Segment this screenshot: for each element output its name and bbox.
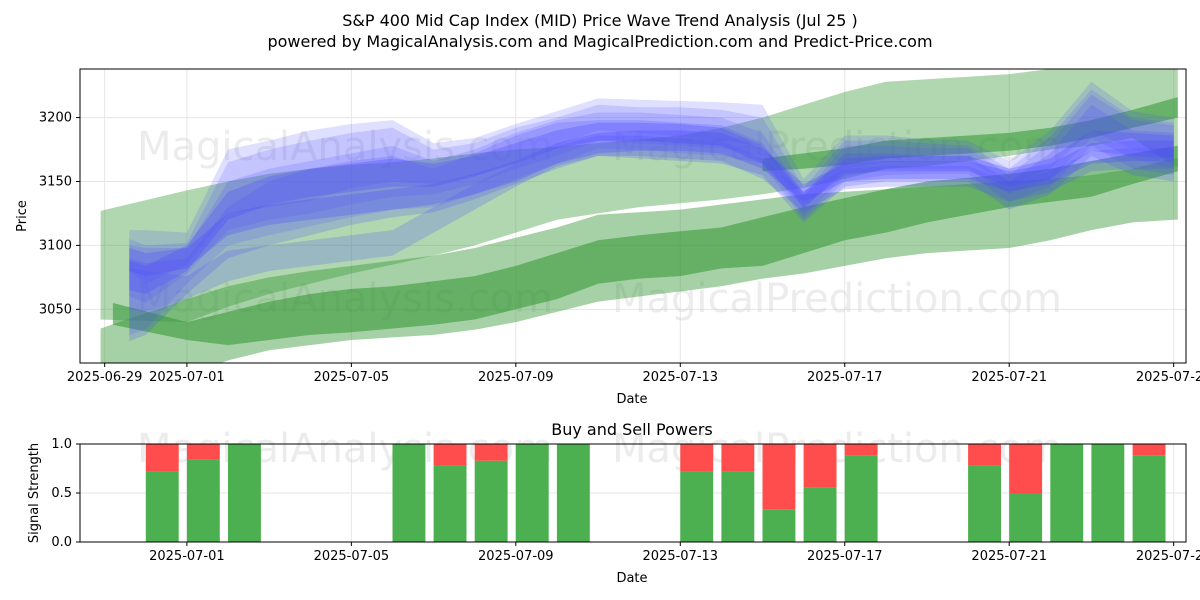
blue-wave-band [129, 122, 1174, 294]
price-y-ticks: 3050 3100 3150 3200 [39, 111, 80, 317]
blue-wave-band [129, 130, 1174, 277]
signal-x-tick-label: 2025-07-17 [807, 549, 883, 564]
signal-x-tick-label: 2025-07-21 [971, 549, 1047, 564]
signal-x-tick-label: 2025-07-13 [643, 549, 719, 564]
price-y-tick-label: 3050 [39, 302, 72, 317]
signal-x-axis-label: Date [616, 571, 647, 586]
sell-power-bar [433, 444, 467, 466]
signal-panel: Buy and Sell Powers MagicalAnalysis.com … [27, 420, 1200, 586]
sell-power-bar [1009, 444, 1043, 493]
sell-power-bar [968, 444, 1001, 466]
price-y-tick-label: 3200 [39, 111, 72, 126]
price-x-tick-label: 2025-07-09 [478, 370, 554, 385]
watermark-prediction-mid: MagicalPrediction.com [612, 276, 1062, 322]
price-x-tick-label: 2025-07-01 [149, 370, 225, 385]
buy-power-bar [186, 459, 220, 542]
signal-x-tick-label: 2025-07-01 [149, 549, 225, 564]
signal-y-ticks: 0.0 0.5 1.0 [51, 437, 80, 550]
buy-power-bar [1050, 444, 1084, 542]
buy-power-bar [474, 460, 508, 542]
price-x-tick-label: 2025-07-25 [1136, 370, 1200, 385]
green-trend-band [762, 97, 1178, 172]
sell-power-bar [474, 444, 508, 461]
buy-power-bar [844, 455, 878, 542]
signal-y-tick-label: 0.0 [51, 535, 72, 550]
buy-power-bar [721, 471, 755, 542]
chart-title-line2: powered by MagicalAnalysis.com and Magic… [267, 32, 932, 51]
price-x-tick-label: 2025-07-17 [807, 370, 883, 385]
signal-y-axis-label: Signal Strength [27, 443, 42, 543]
blue-wave-band [129, 135, 1174, 312]
price-y-tick-label: 3100 [39, 238, 72, 253]
sell-power-bar [844, 444, 878, 456]
sell-power-bar [762, 444, 796, 510]
price-x-tick-label: 2025-07-05 [314, 370, 390, 385]
sell-power-bar [803, 444, 837, 488]
blue-wave-band [129, 104, 1174, 342]
buy-power-bar [145, 471, 179, 542]
buy-power-bar [803, 487, 837, 542]
buy-power-bar [515, 444, 549, 542]
watermark-analysis-top: MagicalAnalysis.com [137, 124, 553, 170]
price-bands [100, 69, 1178, 363]
buy-power-bar [680, 471, 714, 542]
sell-power-bar [721, 444, 755, 472]
buy-power-bar [1009, 493, 1043, 542]
signal-title: Buy and Sell Powers [551, 420, 713, 439]
price-x-tick-label: 2025-07-21 [971, 370, 1047, 385]
buy-power-bar [392, 444, 426, 542]
signal-x-tick-label: 2025-07-05 [314, 549, 390, 564]
sell-power-bar [1132, 444, 1166, 456]
blue-wave-band [129, 94, 1174, 335]
blue-wave-band [129, 89, 1174, 303]
buy-power-bar [968, 465, 1001, 542]
sell-power-bar [145, 444, 179, 472]
signal-y-tick-label: 1.0 [51, 437, 72, 452]
green-trend-band [100, 69, 1178, 323]
signal-x-tick-label: 2025-07-09 [478, 549, 554, 564]
price-axes-frame [79, 68, 1187, 364]
buy-power-bar [762, 509, 796, 542]
price-y-axis-label: Price [15, 200, 30, 232]
chart-title-line1: S&P 400 Mid Cap Index (MID) Price Wave T… [342, 11, 858, 30]
sell-power-bar [186, 444, 220, 460]
sell-power-bar [680, 444, 714, 472]
buy-power-bar [1091, 444, 1125, 542]
signal-bars [145, 444, 1166, 542]
buy-power-bar [433, 465, 467, 542]
buy-power-bar [1132, 455, 1166, 542]
price-y-tick-label: 3150 [39, 174, 72, 189]
signal-x-tick-label: 2025-07-25 [1136, 549, 1200, 564]
price-x-ticks: 2025-06-29 2025-07-01 2025-07-05 2025-07-09… [67, 363, 1200, 385]
price-x-axis-label: Date [616, 392, 647, 407]
price-panel: MagicalAnalysis.com MagicalPrediction.co… [15, 68, 1200, 407]
price-x-tick-label: 2025-06-29 [67, 370, 143, 385]
signal-x-ticks: 2025-07-01 2025-07-05 2025-07-09 2025-07-13… [149, 542, 1200, 564]
green-trend-band [112, 145, 1178, 346]
signal-y-tick-label: 0.5 [51, 486, 72, 501]
buy-power-bar [556, 444, 590, 542]
price-x-tick-label: 2025-07-13 [643, 370, 719, 385]
blue-wave-band [129, 81, 1174, 284]
buy-power-bar [228, 444, 261, 542]
